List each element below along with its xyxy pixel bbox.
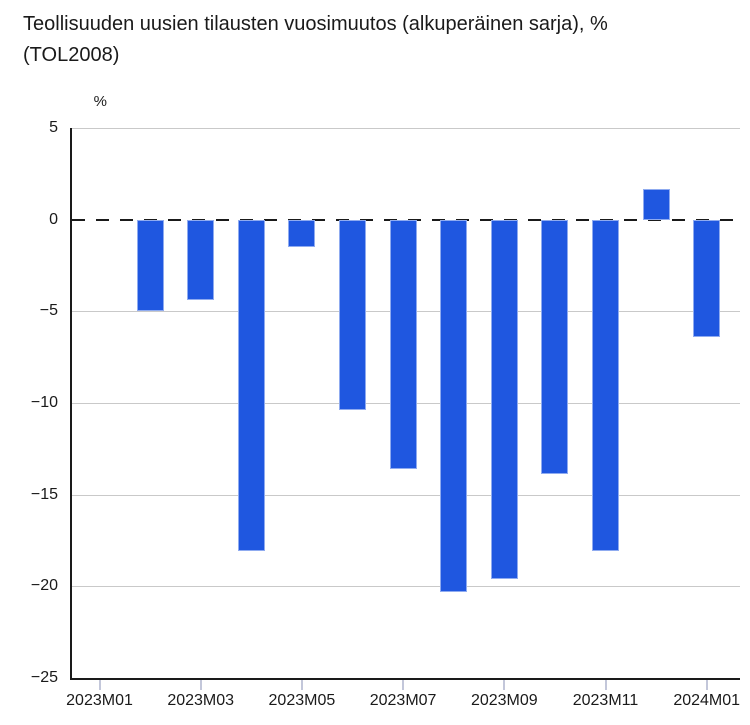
x-axis-tick (705, 680, 708, 690)
y-axis-label: −10 (30, 394, 58, 411)
bar-2023M04[interactable] (237, 219, 265, 552)
bar-2023M03[interactable] (187, 219, 215, 301)
y-axis-label: 5 (49, 119, 58, 136)
x-axis-tick (604, 680, 607, 690)
x-axis-label: 2023M03 (167, 692, 235, 709)
x-axis-label: 2023M11 (572, 692, 639, 709)
bar-2023M10[interactable] (541, 219, 569, 475)
chart-title: Teollisuuden uusien tilausten vuosimuuto… (23, 9, 608, 71)
bar-2023M02[interactable] (136, 219, 164, 312)
x-axis-label: 2023M07 (369, 692, 437, 709)
bar-2023M06[interactable] (339, 219, 366, 411)
y-axis-label: −25 (30, 669, 58, 686)
chart-title-line-1: Teollisuuden uusien tilausten vuosimuuto… (23, 13, 608, 35)
x-axis-label: 2023M09 (470, 692, 538, 709)
y-axis-label: 0 (49, 210, 58, 228)
bar-2024M01[interactable] (693, 219, 721, 337)
y-axis-label: −20 (30, 577, 58, 595)
y-axis-label: −15 (30, 485, 58, 503)
y-axis-label: −5 (39, 302, 58, 320)
gridline (72, 128, 740, 129)
bar-2023M09[interactable] (490, 219, 518, 579)
x-axis-label: 2023M05 (268, 692, 336, 709)
x-axis-tick (503, 680, 506, 690)
bar-2023M11[interactable] (592, 219, 619, 552)
chart-title-line-2: (TOL2008) (23, 44, 120, 66)
bar-2023M07[interactable] (389, 219, 417, 469)
x-axis-tick (199, 680, 202, 690)
x-axis-tick (98, 680, 101, 690)
gridline (72, 494, 740, 496)
bar-2023M05[interactable] (288, 219, 316, 248)
bar-2023M08[interactable] (440, 219, 468, 592)
plot-area (70, 128, 740, 680)
gridline (72, 586, 740, 588)
y-axis-unit-label: % (93, 93, 107, 110)
x-axis-label: 2024M01 (673, 692, 741, 709)
x-axis-tick (402, 680, 405, 690)
x-axis-tick (300, 680, 303, 690)
bar-2023M12[interactable] (642, 188, 670, 220)
x-axis-label: 2023M01 (66, 692, 133, 709)
